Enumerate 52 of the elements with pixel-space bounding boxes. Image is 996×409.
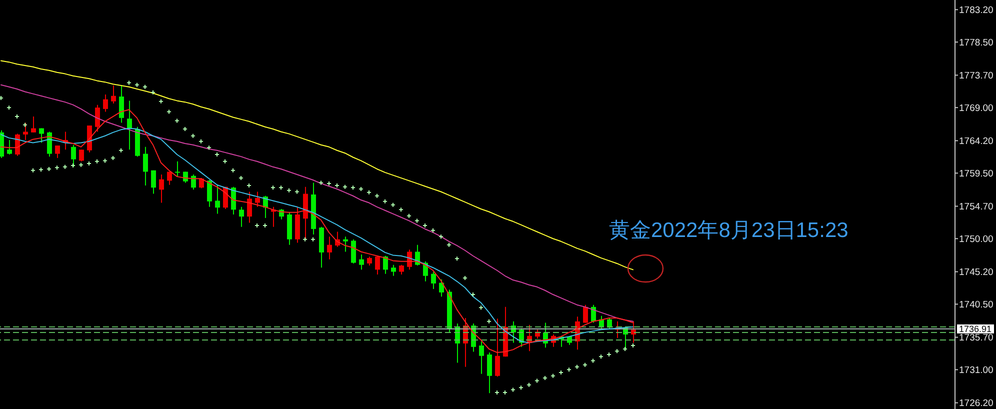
candlestick [495, 318, 500, 378]
candlestick [143, 146, 148, 186]
y-tick-label: 1745.20 [959, 267, 994, 278]
y-tick-label: 1740.50 [959, 300, 994, 311]
candlestick [351, 238, 356, 264]
y-tick-label: 1754.70 [959, 202, 994, 213]
y-tick-label: 1726.20 [959, 398, 994, 409]
candlestick [207, 180, 212, 208]
candlestick [95, 104, 100, 132]
candlestick [375, 256, 380, 276]
candlestick [631, 320, 636, 344]
candlestick [479, 340, 484, 374]
y-tick-label: 1778.50 [959, 37, 994, 48]
candlestick [359, 254, 364, 270]
candlestick [55, 145, 60, 158]
candlestick [487, 352, 492, 394]
candlestick [7, 140, 12, 155]
candlestick [391, 264, 396, 276]
y-tick-label: 1773.70 [959, 70, 994, 82]
candlestick [383, 255, 388, 274]
candlestick [39, 128, 44, 144]
y-tick-label: 1735.70 [959, 332, 994, 344]
ref-line-label: 1736.91 [959, 324, 992, 334]
y-tick-label: 1769.00 [959, 102, 994, 114]
annotation: 黄金2022年8月23日15:23 [609, 218, 848, 243]
candlestick [119, 85, 124, 124]
candlestick [183, 171, 188, 184]
candlestick [127, 100, 132, 150]
candlestick [439, 278, 444, 298]
candlestick [239, 206, 244, 228]
candlestick [151, 170, 156, 194]
candlestick [175, 160, 180, 178]
y-tick-label: 1783.20 [959, 5, 994, 16]
candlestick [215, 185, 220, 214]
candlestick [31, 116, 36, 133]
candlestick [79, 149, 84, 162]
candlestick [399, 264, 404, 276]
candlestick [199, 177, 204, 189]
candlestick [167, 171, 172, 186]
candlestick [343, 236, 348, 252]
candlestick [583, 304, 588, 324]
candlestick [247, 191, 252, 224]
candlestick [431, 271, 436, 290]
candlestick [327, 236, 332, 260]
candlestick [159, 174, 164, 204]
candlestick [255, 191, 260, 208]
y-tick-label: 1759.50 [959, 168, 994, 180]
candlestick [103, 94, 108, 112]
y-tick-label: 1731.00 [959, 365, 994, 376]
y-tick-label: 1750.00 [959, 234, 994, 246]
candlestick [111, 85, 116, 104]
y-tick-label: 1764.20 [959, 136, 994, 148]
